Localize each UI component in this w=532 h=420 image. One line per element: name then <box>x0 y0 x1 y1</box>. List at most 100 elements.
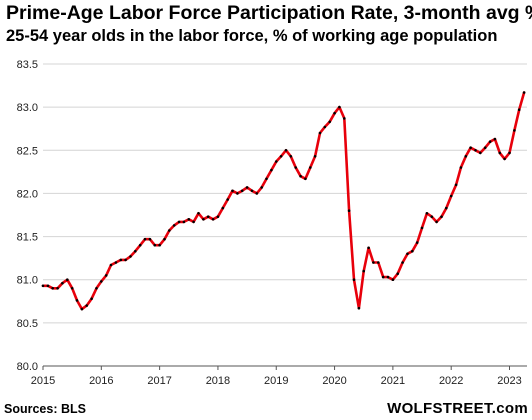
data-point <box>323 125 327 129</box>
data-point <box>172 224 176 227</box>
data-point <box>459 166 463 169</box>
data-point <box>221 206 225 210</box>
brand-logo-text: WOLFSTREET.com <box>387 400 528 417</box>
y-tick-label: 83.0 <box>17 102 38 114</box>
data-point <box>479 151 482 155</box>
data-point <box>435 220 438 224</box>
data-point <box>187 218 191 221</box>
data-point <box>357 306 361 310</box>
data-point <box>284 149 288 152</box>
data-point <box>377 261 380 264</box>
data-point <box>211 218 215 221</box>
data-point <box>236 192 239 195</box>
x-tick-label: 2023 <box>497 375 521 387</box>
y-tick-label: 82.5 <box>17 145 38 157</box>
y-tick-label: 81.5 <box>17 232 38 244</box>
data-point <box>56 287 59 290</box>
data-point <box>309 166 312 169</box>
x-tick-label: 2015 <box>31 375 55 387</box>
data-point <box>270 168 273 172</box>
series-group <box>41 91 526 311</box>
data-point <box>192 220 195 224</box>
data-point <box>119 258 123 262</box>
chart-subtitle: 25-54 year olds in the labor force, % of… <box>6 27 498 45</box>
data-point <box>138 243 142 247</box>
x-tick-label: 2020 <box>322 375 346 387</box>
data-point <box>411 249 414 253</box>
data-point <box>464 155 468 158</box>
data-point <box>197 212 200 215</box>
data-point <box>406 252 409 256</box>
x-tick-label: 2018 <box>206 375 230 387</box>
y-tick-label: 82.0 <box>17 188 38 200</box>
data-point <box>313 155 317 158</box>
data-point <box>513 129 516 132</box>
data-point <box>46 284 50 288</box>
data-point <box>206 215 210 218</box>
data-point <box>41 284 45 288</box>
gridlines <box>43 63 527 367</box>
data-point <box>61 281 64 285</box>
data-point <box>265 177 268 181</box>
data-point <box>226 198 229 201</box>
data-point <box>333 111 336 115</box>
y-tick-label: 80.5 <box>17 318 38 330</box>
data-point <box>95 287 98 290</box>
data-point <box>158 243 161 247</box>
x-axis-ticks: 2015 2016 2017 2018 2019 2020 2021 2022 2023 <box>31 365 527 387</box>
data-point <box>299 174 302 178</box>
data-point <box>114 261 118 264</box>
data-point <box>51 287 54 290</box>
y-tick-label: 80.0 <box>17 361 38 373</box>
data-point <box>469 146 472 149</box>
data-point <box>182 220 186 224</box>
data-point <box>362 269 366 273</box>
data-point <box>347 209 351 212</box>
data-point <box>109 263 113 267</box>
data-point <box>250 189 254 193</box>
data-point <box>70 287 74 290</box>
data-point <box>80 307 84 311</box>
x-tick-label: 2016 <box>89 375 113 387</box>
data-point <box>454 183 458 187</box>
data-point <box>240 189 244 193</box>
data-point <box>425 212 429 215</box>
data-point <box>85 304 88 307</box>
x-tick-label: 2017 <box>147 375 171 387</box>
y-tick-label: 83.5 <box>17 59 38 71</box>
data-point <box>440 215 443 218</box>
data-point <box>260 186 264 189</box>
data-point <box>391 278 395 282</box>
y-tick-label: 81.0 <box>17 275 38 287</box>
data-point <box>304 177 307 181</box>
data-point <box>245 186 249 189</box>
data-point <box>100 280 103 283</box>
data-point <box>483 146 487 149</box>
data-point <box>503 157 506 161</box>
data-point <box>216 215 220 218</box>
data-point <box>231 189 234 193</box>
data-point <box>328 120 332 124</box>
source-note: Sources: BLS <box>4 402 86 416</box>
data-point <box>415 241 419 244</box>
data-point <box>318 131 322 135</box>
data-point <box>124 258 127 262</box>
data-point <box>343 117 346 120</box>
data-point <box>420 226 424 230</box>
data-point <box>508 151 511 155</box>
data-point <box>386 275 390 279</box>
data-point <box>381 275 385 279</box>
data-point <box>522 91 526 94</box>
data-point <box>367 246 370 250</box>
data-point <box>66 278 69 282</box>
data-point <box>129 255 132 258</box>
y-axis-ticks: 80.0 80.5 81.0 81.5 82.0 82.5 83.0 83.5 <box>17 59 38 373</box>
data-point <box>275 160 278 163</box>
data-point <box>396 272 400 276</box>
data-point <box>289 155 293 158</box>
data-point <box>104 274 108 277</box>
data-point <box>493 137 497 141</box>
data-point <box>338 105 341 109</box>
data-point <box>168 229 171 232</box>
